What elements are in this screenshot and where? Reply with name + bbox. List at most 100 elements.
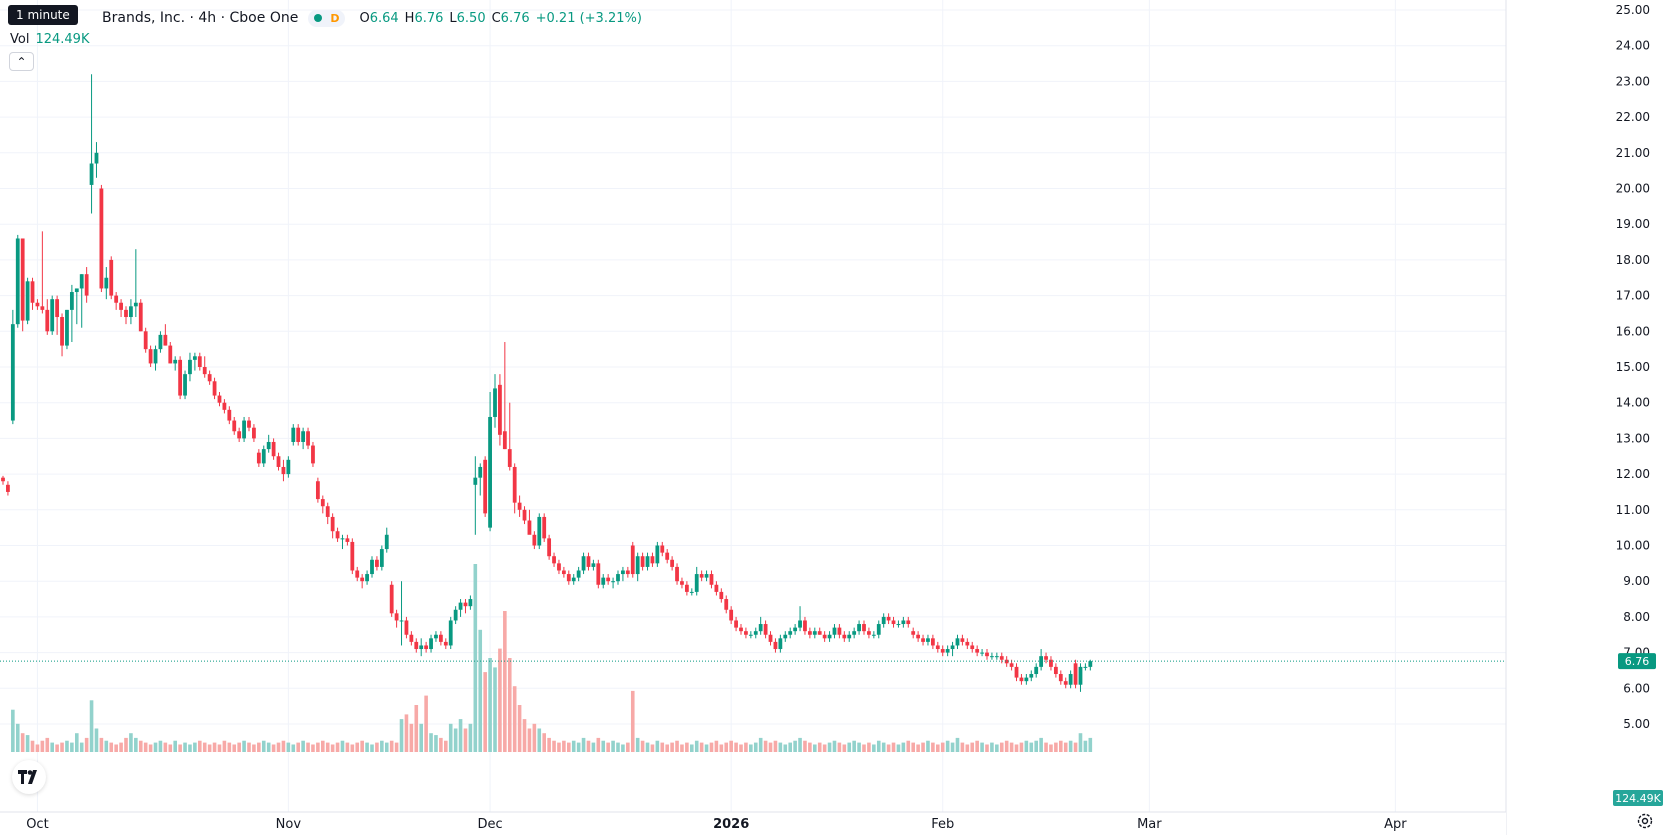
candle-body [424,645,429,650]
candle [729,606,734,625]
candle [980,649,984,657]
candle-body [6,484,10,492]
candle [999,652,1004,664]
volume-bar [965,744,970,752]
candle [399,581,404,646]
candle [69,284,74,343]
volume-bar [562,740,566,752]
candle [311,441,315,467]
candle [355,566,360,582]
candle [256,449,261,467]
symbol-legend: Brands, Inc. · 4h · Cboe One D O 6.64 H 6.… [10,8,642,28]
price-tick-label: 13.00 [1616,431,1650,445]
candle [881,613,886,628]
volume-bar [365,742,369,752]
volume-value: 124.49K [35,32,90,47]
candle [478,463,483,496]
volume-bar [581,737,586,752]
candle [315,477,320,503]
candle-body [734,620,738,628]
candle [163,324,168,346]
candle-body [448,620,453,646]
candle [1063,677,1068,689]
candle [827,631,832,642]
volume-bar [571,740,576,752]
collapse-legend-button[interactable]: ⌃ [9,52,34,71]
volume-bar [596,737,601,752]
volume-bar [212,742,217,752]
candle-body [330,516,335,532]
candle [842,631,847,642]
price-tick-label: 25.00 [1616,3,1650,17]
candle-body [202,367,207,375]
candle-body [55,299,60,318]
candle-body [916,634,921,639]
volume-bar [114,744,118,752]
volume-bar [40,740,45,752]
candle [414,638,419,653]
price-axis-bg [1506,0,1678,835]
candle [158,331,163,353]
volume-bar [616,742,620,752]
candle [463,599,468,614]
volume-bar [45,737,50,752]
candle-body [985,652,989,657]
candle-body [409,634,414,642]
candle [694,566,699,596]
volume-bar [655,740,660,752]
volume-bar [690,744,694,752]
candle [296,424,301,446]
candle [252,424,256,442]
candle-body [237,431,242,439]
candle-body [473,477,478,485]
tradingview-logo-icon[interactable] [12,760,46,794]
volume-bar [591,742,596,752]
candle [202,356,207,378]
volume-bar [380,740,384,752]
market-status[interactable]: D [308,9,346,27]
volume-bar [576,742,581,752]
candle-body [670,559,675,567]
volume-bar [11,709,15,752]
settings-gear-icon[interactable] [1636,812,1654,830]
volume-bar [872,744,876,752]
candle-body [709,574,714,585]
candle-body [655,545,660,564]
candle [591,559,596,571]
candle-body [547,538,552,557]
candle-body [271,441,276,457]
candle-body [183,374,187,396]
candle-body [650,556,655,564]
volume-bar [758,737,763,752]
candle-body [281,466,286,475]
candlestick-series [1,74,1093,692]
volume-bars [11,564,1093,752]
candle-body [158,334,163,350]
volume-bar [252,744,256,752]
close-label: C [491,10,501,26]
volume-bar [891,742,896,752]
volume-bar [178,744,182,752]
candle-body [837,627,842,635]
volume-bar [537,728,542,752]
volume-label: Vol [10,32,30,47]
candle [261,445,266,467]
candle-body [783,634,788,639]
volume-bar [104,740,109,752]
volume-bar [291,744,296,752]
candle [753,627,758,639]
candle [611,577,615,589]
symbol-title[interactable]: Brands, Inc. · 4h · Cboe One [102,10,299,26]
volume-bar [419,723,423,752]
volume-bar [89,700,94,752]
volume-bar [803,740,807,752]
candle-body [719,591,724,600]
candle-body [625,570,630,575]
volume-bar [217,744,222,752]
volume-bar [325,742,330,752]
candle-body [616,574,620,582]
candle-body [532,534,537,546]
candle-body [188,359,192,375]
volume-bar [129,733,133,752]
